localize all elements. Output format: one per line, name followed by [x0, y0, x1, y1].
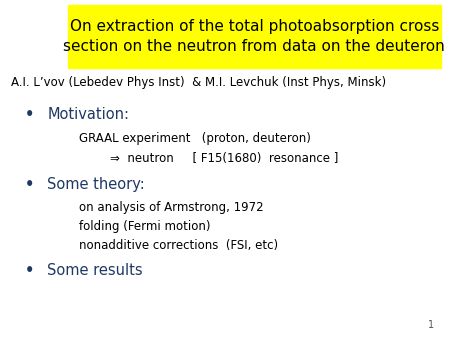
- Text: On extraction of the total photoabsorption cross
section on the neutron from dat: On extraction of the total photoabsorpti…: [63, 19, 445, 54]
- FancyBboxPatch shape: [68, 5, 441, 68]
- Text: on analysis of Armstrong, 1972: on analysis of Armstrong, 1972: [79, 201, 263, 214]
- Text: •: •: [25, 107, 34, 122]
- Text: •: •: [25, 177, 34, 192]
- Text: Some results: Some results: [47, 263, 143, 278]
- Text: GRAAL experiment   (proton, deuteron): GRAAL experiment (proton, deuteron): [79, 132, 310, 145]
- Text: 1: 1: [428, 319, 434, 330]
- Text: nonadditive corrections  (FSI, etc): nonadditive corrections (FSI, etc): [79, 239, 278, 251]
- Text: Some theory:: Some theory:: [47, 177, 145, 192]
- Text: folding (Fermi motion): folding (Fermi motion): [79, 220, 210, 233]
- Text: A.I. L’vov (Lebedev Phys Inst)  & M.I. Levchuk (Inst Phys, Minsk): A.I. L’vov (Lebedev Phys Inst) & M.I. Le…: [11, 76, 387, 89]
- Text: ⇒  neutron     [ F15(1680)  resonance ]: ⇒ neutron [ F15(1680) resonance ]: [110, 152, 338, 165]
- Text: •: •: [25, 263, 34, 278]
- Text: Motivation:: Motivation:: [47, 107, 129, 122]
